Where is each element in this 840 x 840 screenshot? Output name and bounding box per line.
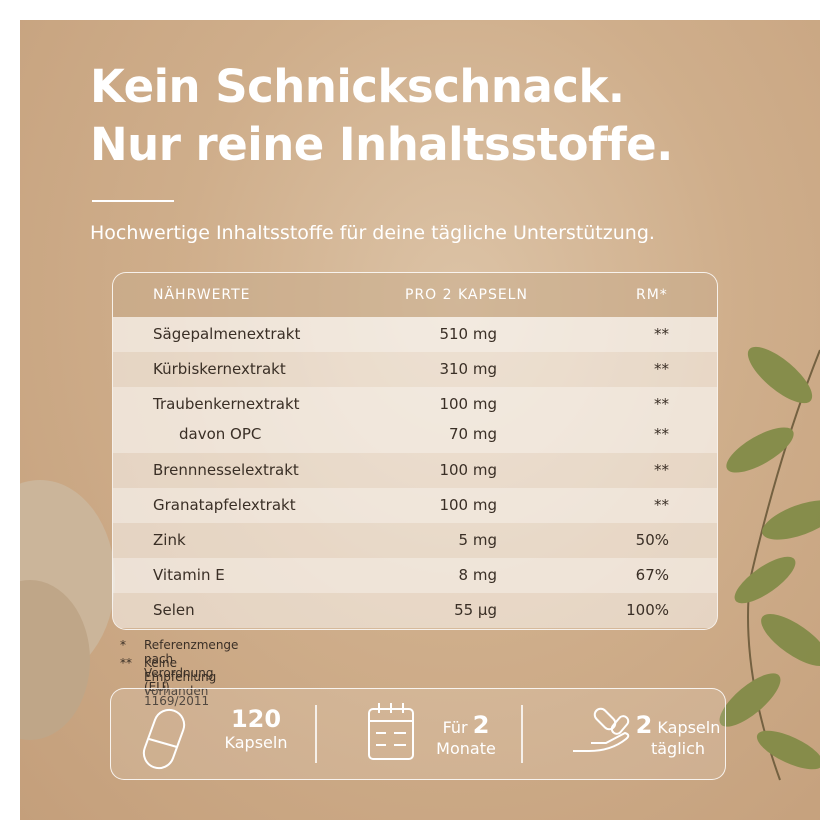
table-header: NÄHRWERTE PRO 2 KAPSELN RM* [113, 273, 717, 317]
title-line: Nur reine Inhaltsstoffe. [90, 118, 673, 171]
footnote-text: Referenzmenge nach Verordnung (EU) 1169/… [144, 638, 239, 708]
nutrient-amount: 55 µg [454, 601, 497, 619]
subtitle: Hochwertige Inhaltsstoffe für deine tägl… [90, 222, 655, 244]
footnote-mark: * [120, 638, 126, 652]
footnote-mark: ** [120, 656, 132, 670]
reference-amount: 50% [635, 531, 669, 549]
title-line: Kein Schnickschnack. [90, 60, 625, 113]
nutrient-name: Sägepalmenextrakt [153, 325, 301, 343]
nutrient-amount: 100 mg [439, 461, 497, 479]
badge-label: Kapseln [224, 733, 288, 752]
badge-label: täglich [650, 739, 706, 758]
badge-bar: 120 Kapseln Für 2 Monate 2 Kapseln tägli… [110, 688, 726, 780]
nutrient-name: Kürbiskernextrakt [153, 360, 286, 378]
background: Kein Schnickschnack. Nur reine Inhaltsst… [20, 20, 820, 820]
reference-amount: ** [654, 360, 669, 378]
reference-amount: ** [654, 496, 669, 514]
column-header: NÄHRWERTE [153, 287, 251, 303]
table-row: Granatapfelextrakt 100 mg ** [113, 488, 717, 523]
nutrient-amount: 510 mg [439, 325, 497, 343]
reference-amount: ** [654, 325, 669, 343]
table-row: Sägepalmenextrakt 510 mg ** [113, 317, 717, 352]
table-row: Selen 55 µg 100% [113, 593, 717, 628]
badge-number: 2 [472, 711, 490, 739]
footnote-text: Keine Empfehlung vorhanden [144, 656, 217, 698]
icons [142, 703, 630, 770]
table-row: Kürbiskernextrakt 310 mg ** [113, 352, 717, 387]
nutrient-name: Brennnesselextrakt [153, 461, 299, 479]
badge-number: 120 [230, 705, 282, 733]
decoration [20, 346, 820, 781]
badge-label: Monate [436, 739, 496, 758]
nutrient-amount: 8 mg [458, 566, 497, 584]
nutrient-amount: 100 mg [439, 496, 497, 514]
reference-amount: 100% [626, 601, 669, 619]
nutrient-amount: 5 mg [458, 531, 497, 549]
nutrient-name: Selen [153, 601, 195, 619]
leaves [719, 346, 820, 781]
badge-prefix: Für [442, 718, 468, 737]
divider [92, 200, 174, 202]
table-row: Traubenkernextrakt 100 mg ** davon OPC 70 mg… [113, 387, 717, 453]
reference-amount: 67% [635, 566, 669, 584]
stone [20, 580, 90, 740]
nutrient-name: davon OPC [179, 425, 262, 443]
separator [315, 705, 317, 763]
badge-number: 2 [635, 711, 653, 739]
table-row: Zink 5 mg 50% [113, 523, 717, 558]
reference-amount: ** [654, 461, 669, 479]
reference-amount: ** [654, 425, 669, 443]
nutrition-table: NÄHRWERTE PRO 2 KAPSELN RM* Sägepalmenex… [112, 272, 718, 630]
nutrient-name: Traubenkernextrakt [153, 395, 300, 413]
nutrient-amount: 100 mg [439, 395, 497, 413]
separator [521, 705, 523, 763]
badge-suffix: Kapseln [657, 718, 721, 737]
nutrient-name: Granatapfelextrakt [153, 496, 296, 514]
table-row: Brennnesselextrakt 100 mg ** [113, 453, 717, 488]
column-header: PRO 2 KAPSELN [405, 287, 528, 303]
nutrient-name: Vitamin E [153, 566, 225, 584]
nutrient-name: Zink [153, 531, 186, 549]
nutrient-amount: 310 mg [439, 360, 497, 378]
table-row: Vitamin E 8 mg 67% [113, 558, 717, 593]
reference-amount: ** [654, 395, 669, 413]
nutrient-amount: 70 mg [449, 425, 497, 443]
column-header: RM* [636, 287, 668, 303]
